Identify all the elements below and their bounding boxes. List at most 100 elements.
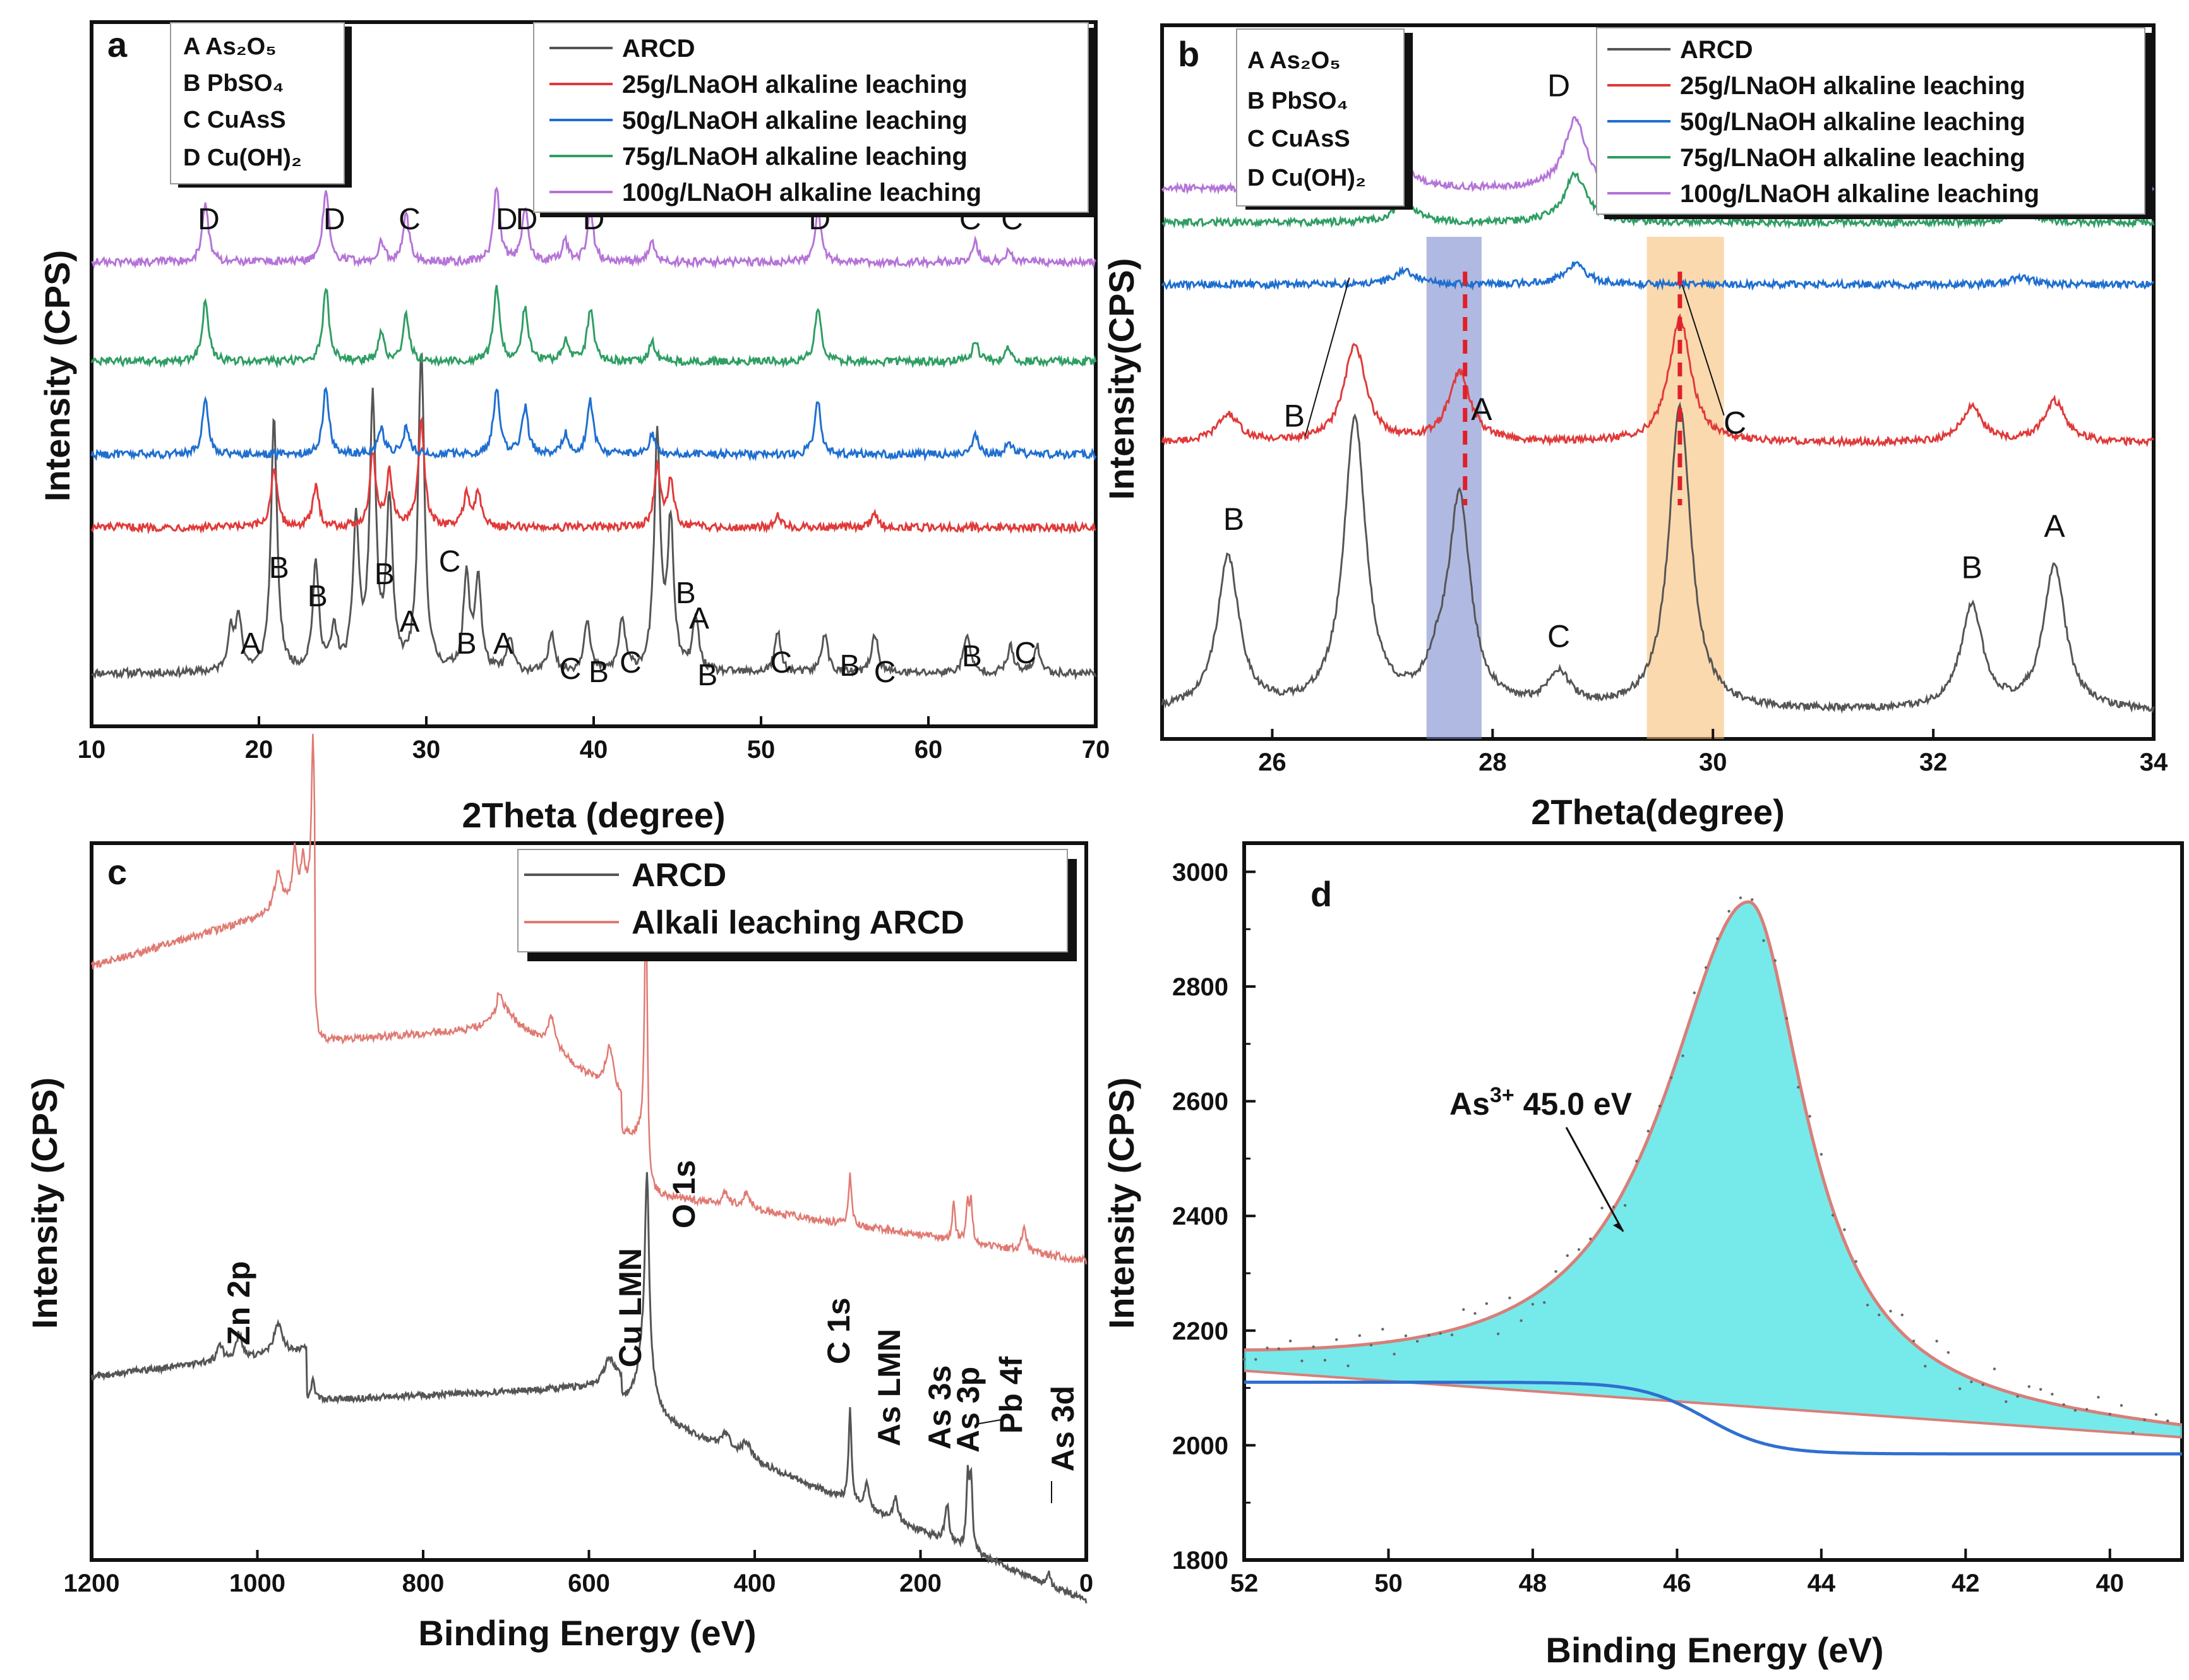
d-raw-point	[1462, 1308, 1465, 1311]
b-xtick-label-2: 30	[1699, 748, 1727, 776]
panel-d-plot	[1242, 896, 2183, 1456]
a-peak-top-0: D	[198, 203, 220, 236]
panel-d-axes: 1800 2000 2200 2400 2600 2800 3000 52 50 48 46 44 42…	[1172, 858, 2124, 1597]
a-legend-label-0: ARCD	[622, 35, 695, 63]
d-raw-point	[1543, 1301, 1546, 1304]
d-raw-point	[1335, 1338, 1338, 1341]
d-raw-point	[1242, 1358, 1246, 1361]
a-peak-bottom-17: B	[962, 640, 982, 673]
d-xtick-label-1: 50	[1374, 1569, 1403, 1597]
d-xtick-label-0: 52	[1230, 1569, 1259, 1597]
d-raw-point	[1485, 1302, 1488, 1305]
d-raw-point	[1646, 1129, 1650, 1133]
a-peak-top-2: C	[399, 203, 421, 236]
phase-label-d: D Cu(OH)₂	[183, 145, 302, 171]
d-raw-point	[1739, 896, 1742, 899]
c-xtick-label-0: 1200	[64, 1569, 120, 1597]
a-xtick-label-1: 20	[245, 736, 273, 764]
d-ytick-label-3: 2400	[1172, 1203, 1228, 1230]
panel-a-xlabel: 2Theta (degree)	[462, 795, 726, 835]
d-raw-point	[1288, 1340, 1292, 1343]
a-peak-bottom-18: C	[1014, 637, 1036, 670]
panel-b-xlabel: 2Theta(degree)	[1531, 792, 1784, 832]
d-raw-point	[1612, 1205, 1616, 1209]
a-legend-label-3: 75g/LNaOH alkaline leaching	[622, 143, 968, 171]
d-raw-point	[1670, 1076, 1673, 1079]
d-raw-point	[1496, 1332, 1500, 1336]
d-raw-point	[1254, 1358, 1257, 1361]
d-raw-point	[1704, 966, 1708, 969]
d-raw-point	[1416, 1340, 1419, 1343]
d-raw-point	[1993, 1367, 1996, 1371]
b-xtick-label-4: 34	[2140, 748, 2168, 776]
panel-b-peak-labels: D B A C B C B A	[1223, 68, 2066, 654]
a-peak-bottom-10: C	[620, 646, 642, 680]
a-peak-top-3: D	[496, 203, 518, 236]
d-xtick-label-2: 48	[1519, 1569, 1547, 1597]
d-raw-point	[1970, 1380, 1973, 1384]
a-peak-bottom-0: A	[241, 627, 261, 661]
d-raw-point	[1924, 1364, 1927, 1368]
b-phase-label-c: C CuAsS	[1247, 126, 1350, 152]
a-peak-top-1: D	[323, 203, 345, 236]
phase-label-c: C CuAsS	[183, 107, 286, 133]
a-peak-bottom-2: B	[308, 580, 328, 613]
d-raw-point	[1589, 1237, 1592, 1240]
c-xtick-label-5: 200	[899, 1569, 942, 1597]
panel-b-highlight-bands	[1426, 237, 1724, 739]
d-envelope	[1244, 900, 2183, 1427]
a-xtick-label-4: 50	[747, 736, 776, 764]
d-ytick-label-6: 3000	[1172, 858, 1228, 886]
annotation-superscript: 3+	[1490, 1083, 1514, 1107]
d-raw-point	[1369, 1343, 1373, 1347]
b-band-0	[1426, 237, 1482, 739]
d-raw-point	[1658, 1105, 1662, 1108]
d-raw-point	[2120, 1404, 2123, 1407]
c-series-arcd	[90, 1172, 1088, 1604]
b-xtick-label-1: 28	[1478, 748, 1507, 776]
d-raw-point	[1716, 937, 1719, 940]
a-legend-label-4: 100g/LNaOH alkaline leaching	[622, 179, 981, 207]
panel-a-series	[90, 186, 1097, 681]
d-raw-point	[1843, 1228, 1846, 1232]
d-raw-point	[1958, 1387, 1962, 1390]
c-annotation-5: As 3s	[922, 1365, 957, 1449]
b-peak-label-1: B	[1284, 399, 1305, 434]
d-raw-point	[2016, 1395, 2019, 1398]
d-raw-point	[1935, 1340, 1938, 1343]
c-annotation-4: As LMN	[872, 1329, 907, 1446]
b-peak-label-6: B	[1961, 550, 1982, 585]
d-raw-point	[1427, 1333, 1430, 1337]
panel-a-x-axis: 10 20 30 40 50 60 70	[78, 716, 1110, 764]
d-raw-point	[1946, 1351, 1950, 1354]
a-xtick-label-3: 40	[580, 736, 608, 764]
a-peak-bottom-7: A	[493, 627, 513, 661]
d-raw-point	[2027, 1385, 2030, 1388]
a-peak-bottom-13: B	[697, 659, 717, 692]
panel-b-x-axis: 26 28 30 32 34	[1258, 729, 2168, 776]
d-raw-point	[1878, 1313, 1881, 1317]
b-series-3	[1161, 171, 2155, 230]
d-peak-fill	[1244, 902, 2182, 1437]
d-raw-point	[1404, 1334, 1408, 1338]
d-raw-point	[1577, 1248, 1581, 1251]
d-raw-point	[2154, 1413, 2158, 1416]
d-raw-point	[1808, 1115, 1811, 1118]
phase-label-b: B PbSO₄	[183, 70, 284, 97]
d-raw-point	[1312, 1345, 1315, 1348]
b-band-1	[1646, 237, 1724, 739]
d-raw-point	[1323, 1359, 1327, 1362]
b-xtick-label-0: 26	[1258, 748, 1286, 776]
panel-b: b 26 28 30 32 34 D B A C B C B A A As₂O₅ B PbSO₄ C …	[1101, 23, 2168, 832]
d-raw-point	[2062, 1403, 2065, 1407]
panel-a-phase-legend	[170, 22, 345, 184]
panel-a-legend	[533, 22, 1089, 213]
d-raw-point	[1693, 991, 1696, 995]
a-peak-bottom-5: C	[439, 545, 461, 579]
a-peak-bottom-15: B	[839, 649, 860, 683]
a-peak-bottom-16: C	[874, 656, 896, 689]
d-raw-point	[1727, 909, 1730, 913]
d-raw-point	[1635, 1160, 1638, 1163]
panel-d-annotation: As3+ 45.0 eV	[1449, 1083, 1633, 1122]
